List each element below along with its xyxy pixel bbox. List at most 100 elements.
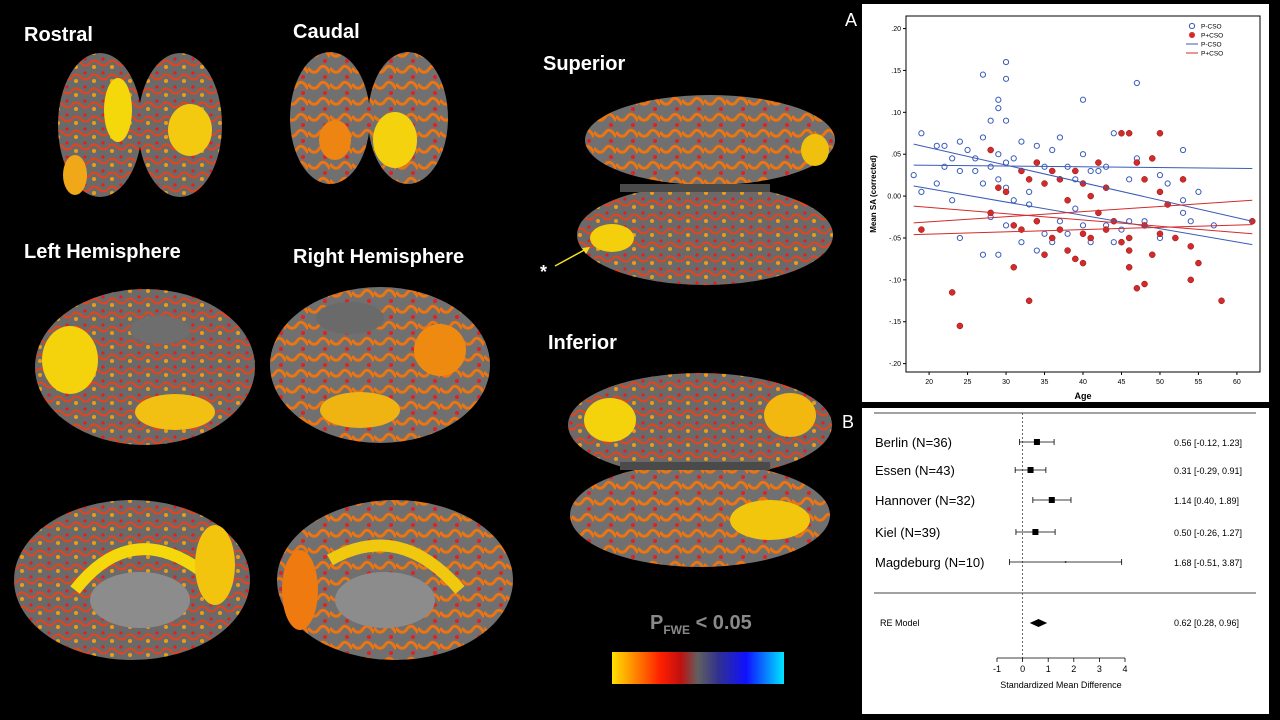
data-point-pcso-plus [1056, 226, 1064, 233]
ci-text: 1.14 [0.40, 1.89] [1174, 496, 1239, 506]
data-point-pcso-plus [1010, 222, 1017, 229]
data-point-pcso-plus [1118, 238, 1125, 246]
data-point-pcso-minus [956, 138, 963, 145]
data-point-pcso-minus [1002, 222, 1010, 229]
y-tick-label: 0.00 [887, 194, 901, 201]
study-label: Hannover (N=32) [875, 493, 975, 508]
x-tick-label: 25 [964, 379, 972, 386]
data-point-pcso-minus [1156, 172, 1164, 179]
data-point-pcso-plus [1102, 226, 1110, 233]
brain-left-lateral-view [35, 289, 255, 445]
data-point-pcso-minus [949, 155, 956, 162]
data-point-pcso-minus [941, 163, 948, 170]
data-point-pcso-plus [1064, 197, 1071, 204]
data-point-pcso-minus [987, 117, 994, 124]
data-point-pcso-minus [1079, 222, 1087, 229]
data-point-pcso-plus [1156, 188, 1164, 196]
y-tick-label: -.10 [889, 277, 901, 284]
legend-label: P+CSO [1201, 33, 1223, 40]
brain-right-lateral-view [270, 287, 490, 443]
data-point-pcso-plus [995, 184, 1002, 191]
x-tick-label: 4 [1122, 664, 1127, 674]
data-point-pcso-minus [1126, 176, 1133, 183]
data-point-pcso-plus [1156, 130, 1164, 137]
x-tick-label: 50 [1156, 379, 1164, 386]
panel-b-forest: Berlin (N=36) 0.56 [-0.12, 1.23] Essen (N=… [862, 408, 1269, 714]
x-tick-label: -1 [993, 664, 1001, 674]
regression-line [913, 205, 1253, 235]
point-estimate [1027, 467, 1034, 473]
data-point-pcso-minus [987, 163, 994, 170]
panel-b-letter: B [842, 412, 855, 432]
data-point-pcso-plus [1010, 264, 1017, 271]
data-point-pcso-plus [948, 289, 956, 296]
y-tick-label: .20 [891, 26, 901, 33]
brain-inferior-view [568, 373, 832, 567]
x-axis-label: Age [1074, 391, 1091, 401]
data-point-pcso-plus [1156, 230, 1164, 238]
x-tick-label: 60 [1233, 379, 1241, 386]
data-point-pcso-minus [956, 167, 963, 175]
ci-text: 0.56 [-0.12, 1.23] [1174, 438, 1242, 448]
point-estimate [1064, 561, 1067, 563]
data-point-pcso-plus [1195, 259, 1202, 267]
data-point-pcso-plus [1087, 234, 1094, 242]
data-point-pcso-plus [1079, 230, 1087, 238]
data-point-pcso-minus [1079, 96, 1087, 103]
brain-left-medial-view [14, 500, 250, 660]
data-point-pcso-plus [1025, 297, 1033, 305]
x-tick-label: 0 [1020, 664, 1025, 674]
panel-a-letter: A [845, 10, 858, 30]
data-point-pcso-minus [995, 151, 1002, 158]
view-label-rostral: Rostral [24, 24, 93, 46]
data-point-pcso-minus [1179, 209, 1187, 216]
data-point-pcso-plus [1033, 217, 1041, 225]
legend-label: P+CSO [1201, 51, 1223, 58]
data-point-pcso-plus [1187, 243, 1194, 250]
data-point-pcso-plus [1187, 276, 1194, 284]
scatter-plot: 20 25 30 35 40 45 50 55 60 .20 .15 .10 .05 0.00 -.05 -.… [869, 15, 1261, 401]
data-point-pcso-plus [1002, 188, 1010, 196]
brain-caudal-view [290, 52, 448, 184]
data-point-pcso-plus [1072, 167, 1079, 175]
data-point-pcso-plus [1025, 176, 1033, 183]
study-label: Magdeburg (N=10) [875, 555, 984, 570]
ci-text: 0.50 [-0.26, 1.27] [1174, 528, 1242, 538]
data-point-pcso-minus [918, 188, 925, 196]
legend-marker-open [1188, 22, 1196, 30]
data-point-pcso-minus [995, 251, 1002, 258]
data-point-pcso-plus [918, 226, 925, 233]
data-point-pcso-minus [1079, 151, 1087, 158]
data-point-pcso-minus [1026, 201, 1033, 208]
data-point-pcso-minus [979, 71, 987, 78]
data-point-pcso-minus [995, 176, 1002, 183]
x-tick-label: 55 [1195, 379, 1203, 386]
data-point-pcso-minus [956, 234, 963, 242]
data-point-pcso-minus [918, 130, 925, 137]
data-point-pcso-minus [1041, 230, 1048, 237]
y-tick-label: -.15 [889, 319, 901, 326]
view-label-left-hemisphere: Left Hemisphere [24, 241, 181, 263]
data-point-pcso-plus [1064, 247, 1071, 254]
data-point-pcso-minus [1049, 146, 1056, 154]
panel-a-scatter: 20 25 30 35 40 45 50 55 60 .20 .15 .10 .05 0.00 -.05 -.… [862, 4, 1269, 402]
data-point-pcso-minus [1026, 188, 1033, 196]
study-label: Essen (N=43) [875, 463, 955, 478]
data-point-pcso-minus [1072, 176, 1079, 183]
x-tick-label: 35 [1041, 379, 1049, 386]
data-point-pcso-plus [1172, 234, 1179, 242]
y-tick-label: .15 [891, 68, 901, 75]
colorbar-label: PFWE < 0.05 [650, 612, 752, 637]
regression-line [913, 143, 1253, 222]
data-point-pcso-minus [941, 142, 948, 149]
data-point-pcso-plus [1033, 159, 1041, 166]
data-point-pcso-minus [1018, 138, 1025, 145]
data-point-pcso-minus [979, 251, 987, 258]
point-estimate [1033, 439, 1040, 445]
regression-line [913, 224, 1253, 236]
x-tick-label: 45 [1118, 379, 1126, 386]
ci-text: 0.31 [-0.29, 0.91] [1174, 466, 1242, 476]
y-tick-label: .10 [891, 110, 901, 117]
y-tick-label: .05 [891, 152, 901, 159]
asterisk-marker: * [540, 262, 548, 282]
